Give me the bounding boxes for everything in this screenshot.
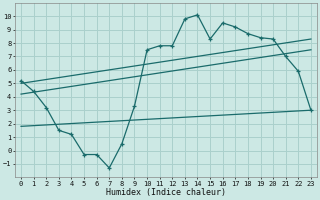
X-axis label: Humidex (Indice chaleur): Humidex (Indice chaleur) (106, 188, 226, 197)
